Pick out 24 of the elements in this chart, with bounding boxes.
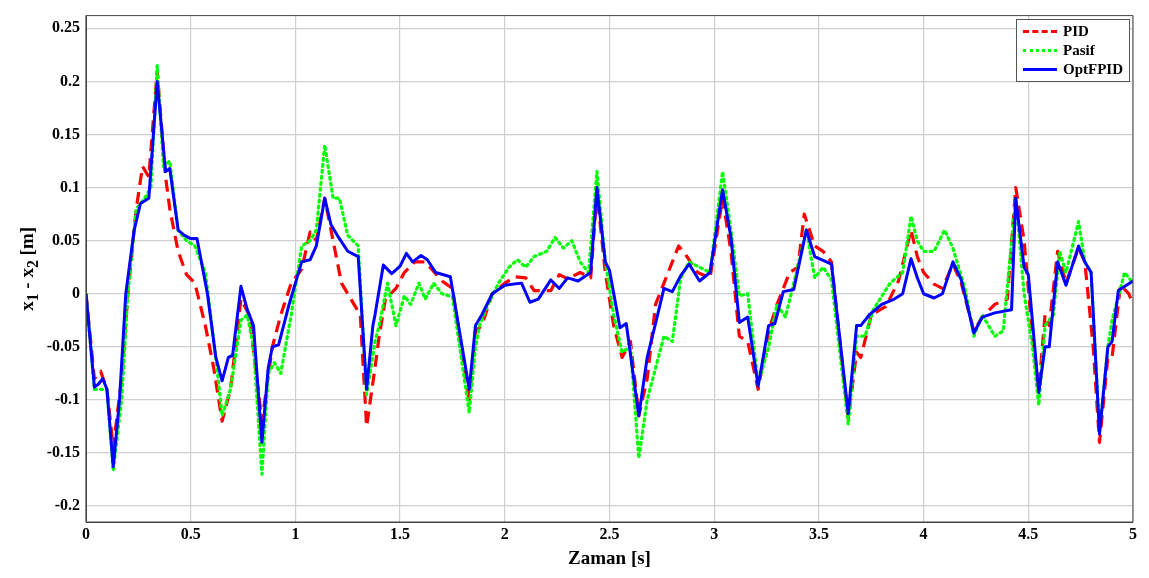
x-tick-label: 5 [1129,524,1137,542]
y-tick-label: 0.25 [52,18,80,36]
x-axis-title: Zaman [s] [568,546,651,568]
legend-label: OptFPID [1063,60,1123,78]
x-tick-label: 1.5 [390,524,411,542]
y-tick-label: 0.15 [52,124,80,142]
x-tick-label: 4 [919,524,928,542]
x-tick-label: 3.5 [808,524,829,542]
x-tick-label: 0.5 [180,524,201,542]
y-tick-label: -0.15 [46,443,80,461]
legend-label: PID [1063,22,1089,40]
y-tick-label: 0.1 [60,177,80,195]
x-tick-label: 1 [291,524,300,542]
x-tick-label: 4.5 [1018,524,1039,542]
y-tick-label: 0.2 [60,71,80,89]
y-tick-label: -0.1 [54,390,80,408]
x-tick-label: 2 [500,524,509,542]
y-tick-label: 0 [72,283,80,301]
x-tick-label: 3 [710,524,719,542]
x-tick-label: 2.5 [599,524,620,542]
y-tick-label: -0.2 [54,496,80,514]
y-tick-label: -0.05 [46,336,80,354]
legend-label: Pasif [1063,41,1095,59]
y-tick-label: 0.05 [52,230,80,248]
